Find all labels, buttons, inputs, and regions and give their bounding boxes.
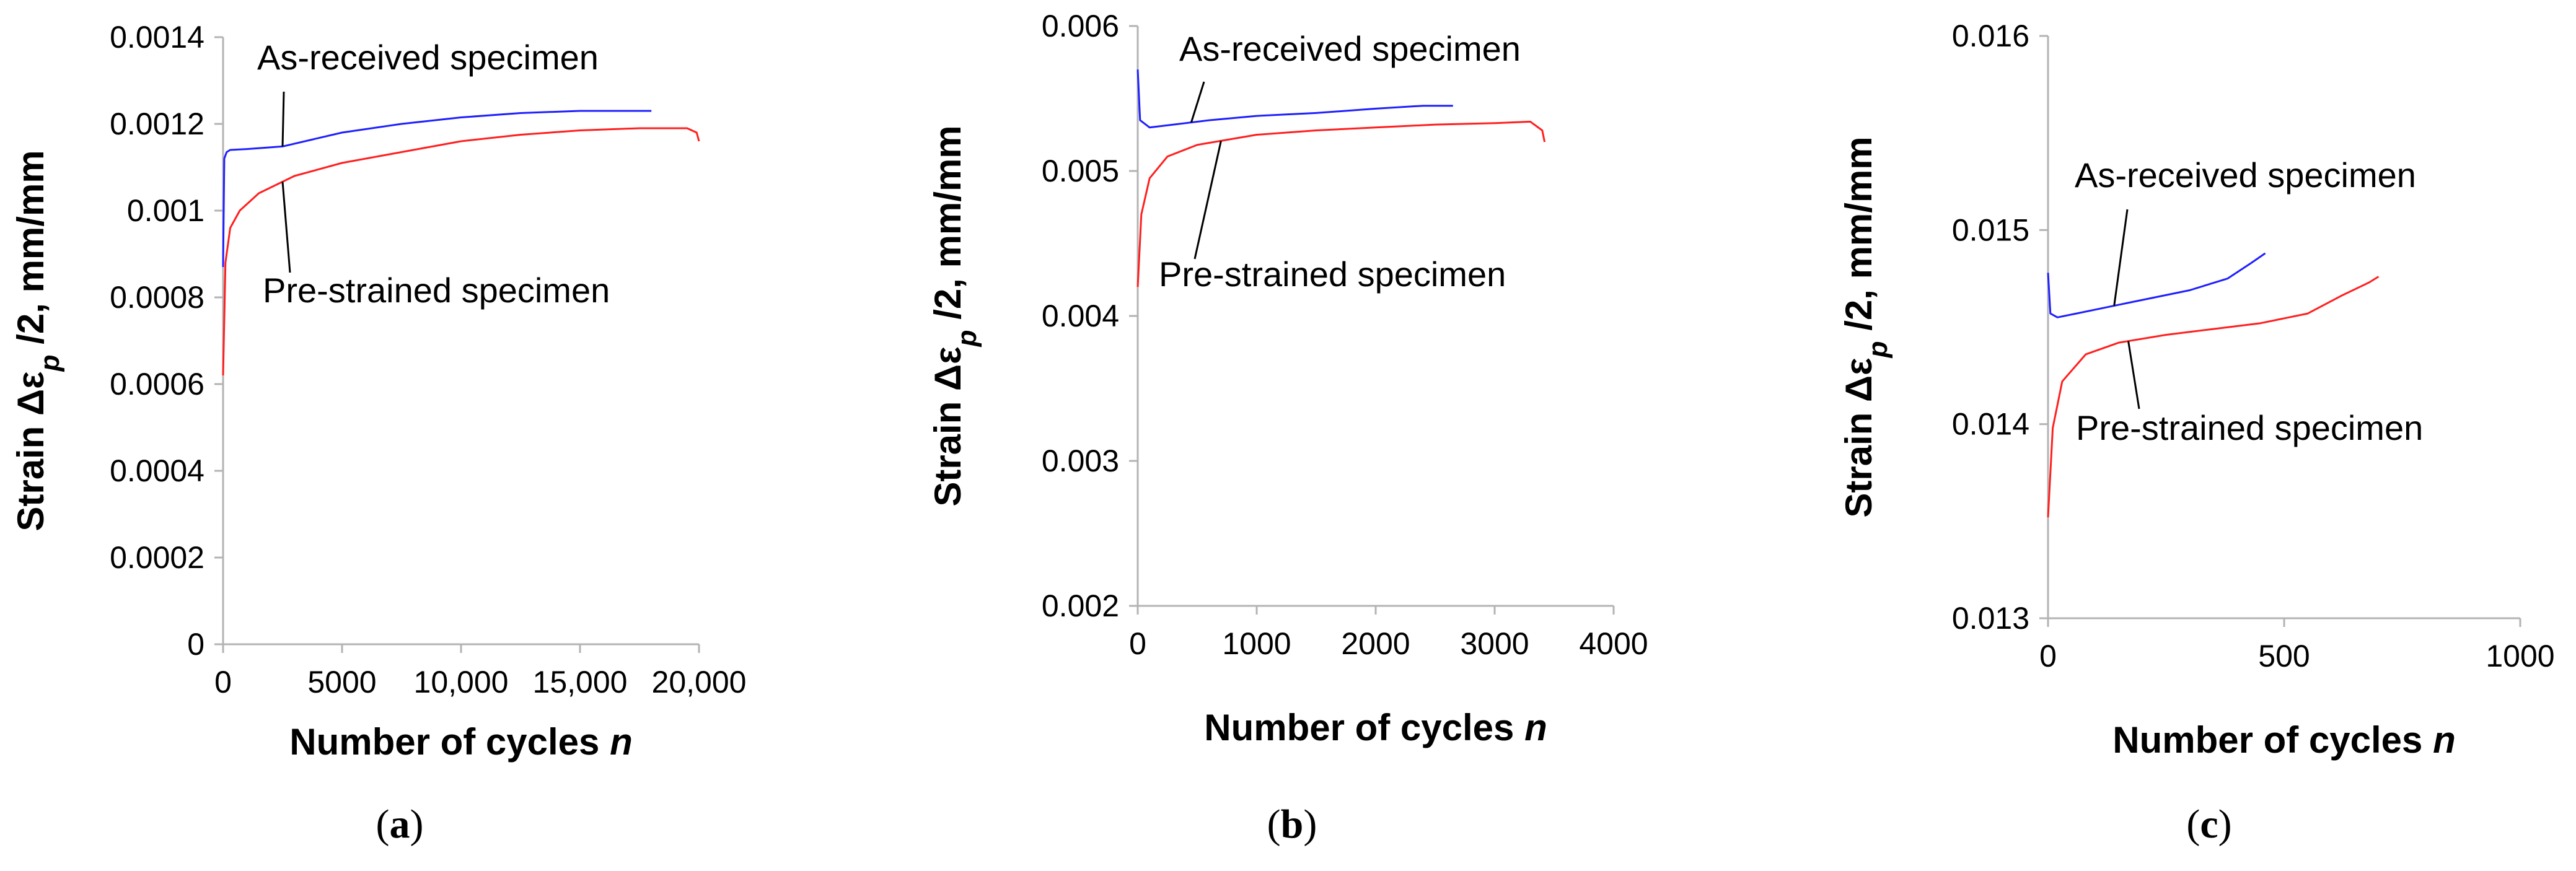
x-tick-label: 1000 — [2486, 639, 2554, 673]
y-tick-label: 0.014 — [1952, 407, 2029, 442]
x-tick-label: 4000 — [1579, 626, 1648, 661]
y-tick-label: 0.0012 — [110, 107, 204, 141]
x-tick-label: 15,000 — [533, 665, 628, 699]
y-axis-label: Strain Δεp /2, mm/mm — [10, 150, 65, 531]
x-tick-label: 0 — [2039, 639, 2057, 673]
x-tick-label: 1000 — [1222, 626, 1291, 661]
chart-panel-a: 0 0.0002 0.0004 0.0006 0.0008 0.001 0.0012 0.00… — [10, 20, 746, 847]
annotation-as-received: As-received specimen — [1179, 29, 1521, 68]
y-axis-label: Strain Δεp /2, mm/mm — [927, 125, 982, 506]
y-tick-label: 0.016 — [1952, 19, 2029, 53]
y-tick-label: 0.013 — [1952, 601, 2029, 636]
y-axis-label: Strain Δεp /2, mm/mm — [1838, 136, 1893, 517]
x-tick-label: 0 — [1129, 626, 1146, 661]
x-tick-label: 20,000 — [652, 665, 747, 699]
chart-panel-c: 0.013 0.014 0.015 0.016 0 500 1000 As-received … — [1838, 19, 2555, 847]
series-line-as-received — [2047, 252, 2266, 318]
x-tick-label: 500 — [2258, 639, 2310, 673]
x-tick-label: 2000 — [1341, 626, 1410, 661]
x-tick-label: 3000 — [1460, 626, 1529, 661]
annotation-leader — [281, 91, 285, 147]
y-tick-label: 0.003 — [1042, 444, 1119, 478]
series-line-pre-strained — [222, 127, 700, 376]
annotation-leader — [2127, 341, 2140, 409]
series-line-pre-strained — [1136, 120, 1546, 287]
chart-panel-b: 0.002 0.003 0.004 0.005 0.006 0 1000 2000 3000 40… — [927, 9, 1648, 847]
panel-caption: (b) — [1267, 802, 1317, 847]
panel-caption: (c) — [2186, 802, 2231, 847]
x-axis-label: Number of cycles n — [1204, 707, 1547, 748]
annotation-pre-strained: Pre-strained specimen — [263, 271, 610, 310]
annotation-leader — [2113, 209, 2129, 306]
series-line-as-received — [1136, 69, 1453, 129]
x-axis-label: Number of cycles n — [289, 721, 633, 763]
x-tick-label: 0 — [214, 665, 232, 699]
y-tick-label: 0.015 — [1952, 212, 2029, 247]
annotation-pre-strained: Pre-strained specimen — [2076, 408, 2423, 447]
panel-caption: (a) — [376, 802, 424, 847]
x-tick-label: 10,000 — [414, 665, 509, 699]
y-tick-label: 0.0004 — [110, 453, 204, 488]
y-tick-label: 0.0014 — [110, 20, 204, 55]
y-tick-label: 0.0006 — [110, 367, 204, 401]
annotation-as-received: As-received specimen — [2075, 155, 2416, 195]
y-tick-label: 0.002 — [1042, 589, 1119, 623]
y-tick-label: 0.004 — [1042, 299, 1119, 333]
y-tick-label: 0.0008 — [110, 280, 204, 315]
x-tick-label: 5000 — [307, 665, 376, 699]
x-axis-label: Number of cycles n — [2112, 719, 2456, 761]
annotation-leader — [1190, 81, 1205, 123]
y-tick-label: 0.006 — [1042, 9, 1119, 43]
annotation-leader — [281, 182, 291, 273]
y-tick-label: 0.001 — [127, 193, 204, 228]
annotation-pre-strained: Pre-strained specimen — [1159, 255, 1506, 294]
y-tick-label: 0.0002 — [110, 540, 204, 575]
y-tick-label: 0 — [187, 627, 204, 662]
y-tick-label: 0.005 — [1042, 154, 1119, 188]
annotation-as-received: As-received specimen — [257, 38, 599, 77]
series-line-as-received — [222, 110, 652, 268]
annotation-leader — [1193, 141, 1222, 260]
series-line-pre-strained — [2047, 276, 2380, 518]
